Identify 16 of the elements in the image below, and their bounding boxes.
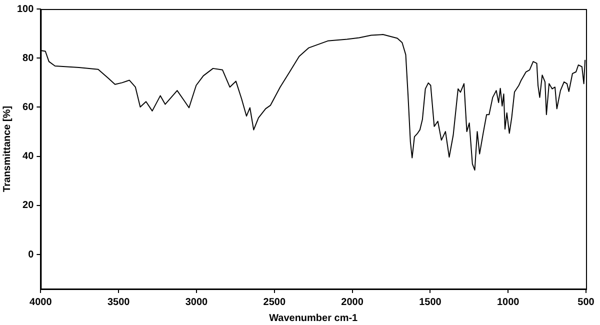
- y-tick-label: 40: [22, 151, 34, 162]
- y-tick-label: 100: [16, 4, 34, 15]
- x-tick-label: 2000: [341, 296, 364, 308]
- y-tick-label: 0: [28, 249, 34, 260]
- x-axis-title: Wavenumber cm-1: [269, 312, 358, 324]
- x-tick-label: 1000: [496, 296, 520, 308]
- y-tick-label: 80: [22, 52, 34, 64]
- x-tick-label: 3000: [185, 296, 208, 308]
- x-tick-label: 500: [578, 296, 595, 308]
- y-tick-label: 20: [22, 200, 34, 212]
- x-tick-label: 3500: [107, 296, 130, 308]
- x-tick-label: 4000: [30, 296, 52, 308]
- x-tick-label: 2500: [263, 296, 286, 308]
- y-axis-title: Transmittance [%]: [2, 106, 13, 192]
- y-tick-label: 60: [22, 102, 34, 113]
- x-tick-label: 1500: [419, 296, 442, 308]
